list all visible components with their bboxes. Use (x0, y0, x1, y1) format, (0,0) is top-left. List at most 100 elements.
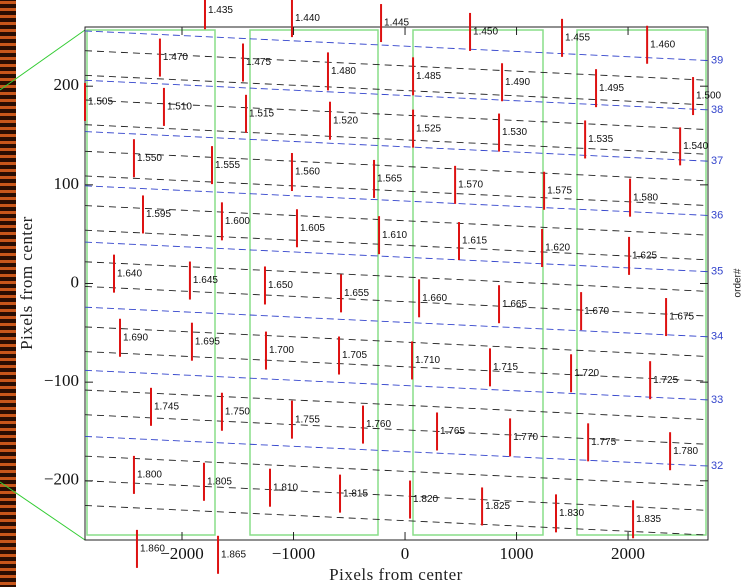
wavelength-label: 1.645 (193, 275, 218, 286)
wavelength-label: 1.690 (123, 332, 148, 343)
order-label: 33 (711, 394, 723, 406)
x-tick-label: 2000 (611, 544, 645, 563)
wavelength-label: 1.720 (574, 368, 599, 379)
y-tick-label: −200 (44, 470, 79, 489)
wavelength-label: 1.810 (273, 482, 298, 493)
wavelength-label: 1.550 (137, 153, 162, 164)
wavelength-label: 1.510 (167, 102, 192, 113)
wavelength-label: 1.825 (485, 501, 510, 512)
wavelength-label: 1.565 (377, 174, 402, 185)
wavelength-label: 1.540 (683, 141, 708, 152)
trace-line (84, 124, 709, 155)
wavelength-label: 1.555 (215, 160, 240, 171)
wavelength-label: 1.595 (146, 209, 171, 220)
order-label: 34 (711, 331, 723, 343)
y2-axis-label: order# (733, 268, 744, 297)
wavelength-label: 1.455 (565, 32, 590, 43)
wavelength-label: 1.715 (493, 362, 518, 373)
wavelength-label: 1.815 (343, 488, 368, 499)
y-tick-label: 0 (71, 272, 80, 291)
y-tick-label: −100 (44, 371, 79, 390)
order-label: 37 (711, 155, 723, 167)
order-label: 38 (711, 104, 723, 116)
wavelength-label: 1.580 (633, 192, 658, 203)
wavelength-label: 1.760 (366, 419, 391, 430)
trace-line (84, 229, 709, 261)
x-tick-label: −2000 (160, 544, 204, 563)
wavelength-label: 1.700 (269, 345, 294, 356)
detector-box (576, 29, 707, 536)
wavelength-label: 1.695 (195, 336, 220, 347)
wavelength-label: 1.570 (458, 179, 483, 190)
trace-line (84, 480, 709, 511)
trace-line (84, 261, 709, 292)
spectrum-strip (0, 0, 16, 587)
order-label: 35 (711, 266, 723, 278)
wavelength-label: 1.660 (422, 293, 447, 304)
y-tick-label: 100 (54, 174, 80, 193)
wavelength-label: 1.470 (163, 52, 188, 63)
wavelength-label: 1.650 (268, 280, 293, 291)
wavelength-label: 1.780 (673, 446, 698, 457)
wavelength-label: 1.600 (225, 216, 250, 227)
wavelength-label: 1.830 (559, 508, 584, 519)
trace-line (84, 50, 709, 81)
wavelength-label: 1.530 (502, 127, 527, 138)
wavelength-label: 1.445 (384, 18, 409, 29)
wavelength-label: 1.525 (416, 123, 441, 134)
zoom-line (0, 29, 86, 91)
wavelength-label: 1.665 (502, 299, 527, 310)
trace-line (84, 99, 709, 131)
trace-line (84, 389, 709, 421)
wavelength-label: 1.560 (295, 167, 320, 178)
wavelength-label: 1.435 (208, 5, 233, 16)
wavelength-label: 1.575 (547, 185, 572, 196)
trace-line (84, 414, 709, 445)
detector-box (412, 29, 544, 536)
wavelength-label: 1.475 (246, 57, 271, 68)
wavelength-label: 1.765 (440, 426, 465, 437)
trace-line (84, 351, 709, 382)
wavelength-label: 1.625 (632, 251, 657, 262)
wavelength-label: 1.640 (117, 268, 142, 279)
wavelength-label: 1.820 (413, 494, 438, 505)
wavelength-label: 1.620 (545, 243, 570, 254)
trace-line (84, 205, 709, 236)
detectors (86, 29, 707, 536)
wavelength-label: 1.520 (333, 115, 358, 126)
wavelength-label: 1.800 (137, 470, 162, 481)
wavelength-label: 1.480 (331, 66, 356, 77)
wavelength-label: 1.655 (344, 288, 369, 299)
trace-line (84, 74, 709, 106)
wavelength-label: 1.860 (140, 544, 165, 555)
x-axis-label: Pixels from center (329, 565, 463, 584)
wavelength-label: 1.775 (591, 437, 616, 448)
wavelength-label: 1.725 (653, 375, 678, 386)
order-line (84, 30, 709, 61)
wavelength-label: 1.450 (473, 27, 498, 38)
wavelength-label: 1.490 (505, 77, 530, 88)
y-tick-label: 200 (54, 75, 80, 94)
wavelength-label: 1.515 (249, 108, 274, 119)
wavelength-label: 1.615 (462, 236, 487, 247)
wavelength-label: 1.495 (599, 83, 624, 94)
trace-line (84, 455, 709, 487)
trace-line (84, 326, 709, 357)
order-line (84, 369, 709, 401)
x-tick-label: 0 (401, 544, 410, 563)
wavelength-label: 1.805 (207, 476, 232, 487)
wavelength-label: 1.500 (696, 91, 721, 102)
wavelength-label: 1.460 (650, 39, 675, 50)
x-tick-label: −1000 (272, 544, 316, 563)
zoom-line (0, 481, 86, 541)
wavelength-label: 1.440 (295, 13, 320, 24)
detector-box (86, 29, 216, 536)
y-axis-label: Pixels from center (17, 216, 36, 350)
trace-line (84, 505, 709, 536)
order-line (84, 131, 709, 162)
wavelength-label: 1.605 (300, 223, 325, 234)
wavelength-label: 1.670 (584, 306, 609, 317)
wavelength-label: 1.755 (295, 414, 320, 425)
trace-line (84, 150, 709, 182)
